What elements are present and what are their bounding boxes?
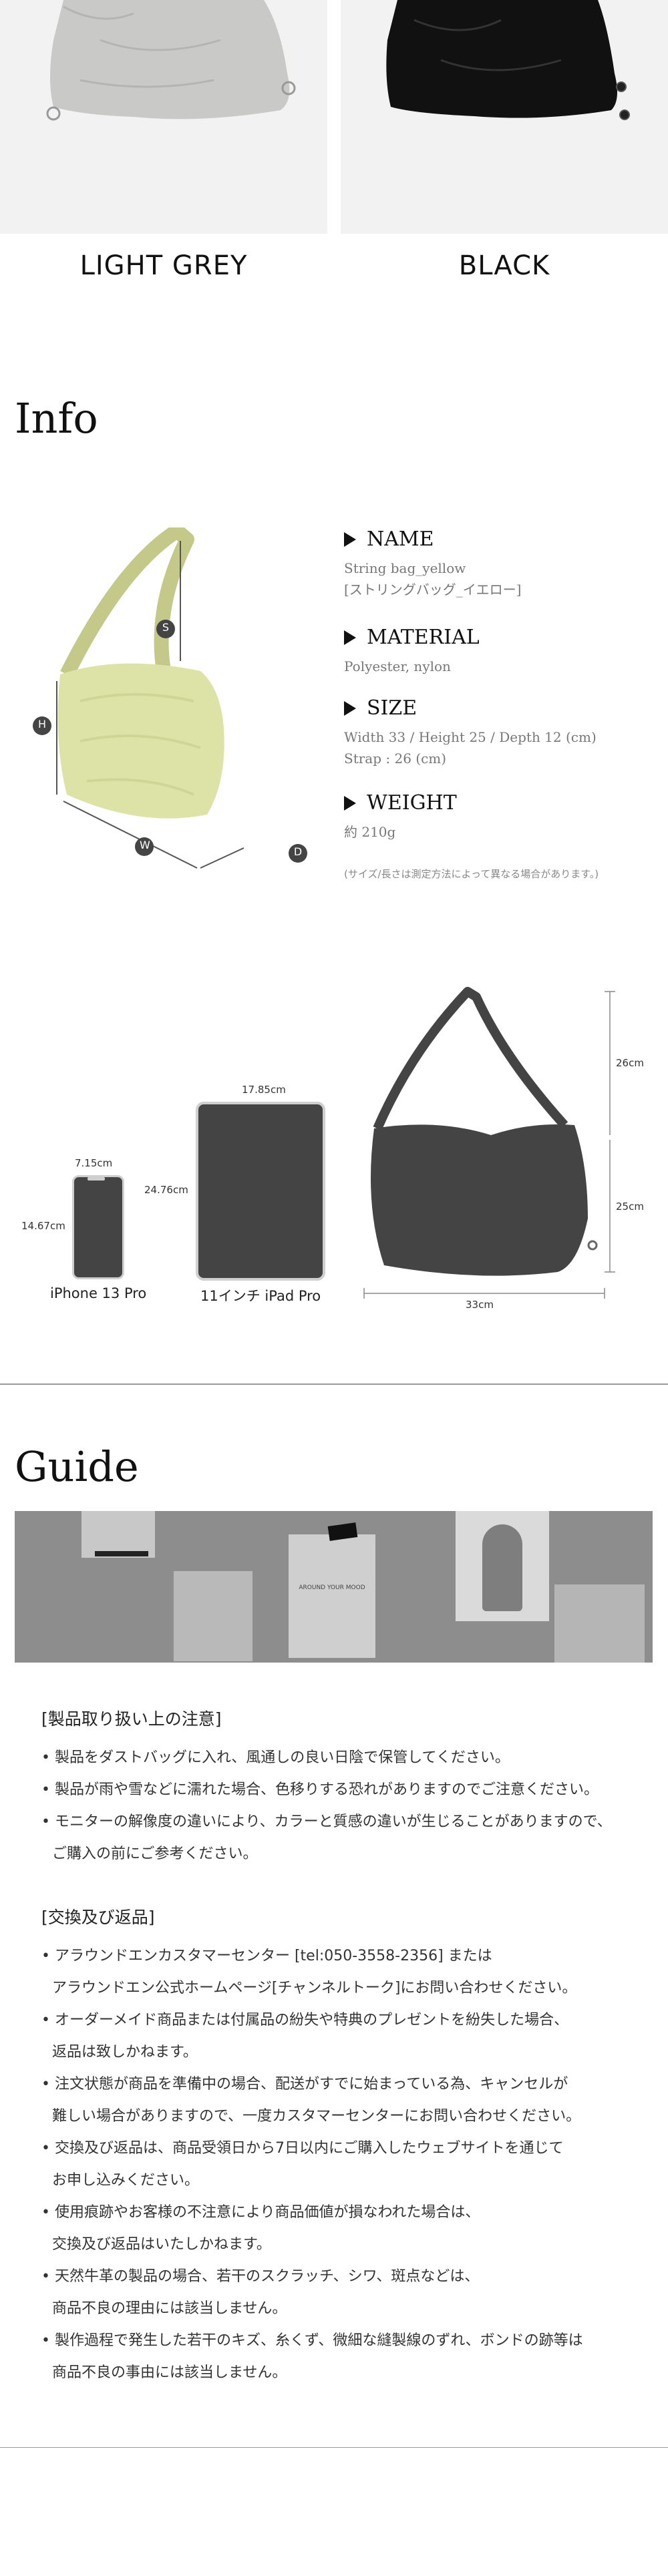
iphone-label: iPhone 13 Pro (50, 1285, 147, 1301)
spec-name: NAME String bag_yellow [ストリングバッグ_イエロー] (344, 527, 658, 600)
marker-w (135, 837, 154, 856)
returns-line: • 注文状態が商品を準備中の場合、配送がすでに始まっている為、キャンセルが (41, 2076, 568, 2093)
black-bag-image (386, 0, 630, 120)
returns-section: [交換及び返品] • アラウンドエンカスタマーセンター [tel:050-355… (41, 1904, 643, 2389)
spec-size: SIZE Width 33 / Height 25 / Depth 12 (cm… (344, 696, 658, 769)
spec-weight-line-1: 約 210g (344, 824, 396, 840)
light-grey-bag-image (46, 0, 296, 121)
yellow-bag-diagram (33, 527, 307, 869)
ipad-label: 11インチ iPad Pro (200, 1288, 321, 1304)
color-label-black: BLACK (458, 250, 550, 281)
returns-line: アラウンドエン公式ホームページ[チャンネルトーク]にお問い合わせください。 (52, 1980, 577, 1996)
photo-card (174, 1571, 253, 1661)
handling-heading: [製品取り扱い上の注意] (41, 1709, 222, 1729)
color-label-light-grey: LIGHT GREY (79, 250, 248, 281)
spec-size-heading: SIZE (367, 696, 418, 720)
returns-line: • 使用痕跡やお客様の不注意により商品価値が損なわれた場合は、 (41, 2204, 480, 2221)
color-swatch-black[interactable] (341, 0, 668, 234)
measurement-note: (サイズ/長さは測定方法によって異なる場合があります。) (344, 868, 599, 880)
bag-silhouette (363, 987, 615, 1299)
iphone-silhouette (72, 1175, 124, 1279)
returns-line: 交換及び返品はいたしかねます。 (52, 2236, 271, 2253)
spec-material: MATERIAL Polyester, nylon (344, 626, 658, 677)
spec-name-line-2: [ストリングバッグ_イエロー] (344, 582, 522, 598)
returns-line: 難しい場合がありますので、一度カスタマーセンターにお問い合わせください。 (52, 2108, 581, 2125)
returns-line: • 天然牛革の製品の場合、若干のスクラッチ、シワ、斑点などは、 (41, 2268, 480, 2285)
marker-s (156, 620, 175, 638)
bag-width: 33cm (466, 1299, 494, 1311)
ipad-width: 17.85cm (242, 1084, 286, 1096)
triangle-icon (344, 531, 356, 547)
marker-w-label: W (140, 839, 150, 851)
spec-material-line-1: Polyester, nylon (344, 658, 451, 674)
triangle-icon (344, 630, 356, 645)
guide-moodboard-photo: AROUND YOUR MOOD (15, 1511, 653, 1663)
handling-section: [製品取り扱い上の注意] • 製品をダストバッグに入れ、風通しの良い日陰で保管し… (41, 1706, 643, 1870)
ipad-silhouette (196, 1102, 325, 1281)
marker-d (289, 844, 307, 863)
marker-h-label: H (37, 718, 47, 730)
section-divider (0, 1383, 668, 1385)
bag-strap-height: 26cm (616, 1057, 644, 1069)
handling-line: ご購入の前にご参考ください。 (52, 1846, 258, 1862)
ipad-height: 24.76cm (144, 1184, 188, 1196)
iphone-width: 7.15cm (75, 1157, 113, 1169)
returns-line: • オーダーメイド商品または付属品の紛失や特典のプレゼントを紛失した場合、 (41, 2012, 569, 2028)
poster-card (289, 1534, 375, 1658)
spec-name-line-1: String bag_yellow (344, 560, 466, 576)
iphone-notch (88, 1177, 105, 1180)
returns-line: お申し込みください。 (52, 2172, 200, 2189)
footer-divider (0, 2447, 668, 2448)
spec-weight-heading: WEIGHT (367, 791, 457, 815)
handling-line: • 製品が雨や雪などに濡れた場合、色移りする恐れがありますのでご注意ください。 (41, 1781, 599, 1798)
info-title: Info (15, 394, 98, 443)
returns-line: 返品は致しかねます。 (52, 2044, 198, 2061)
spec-name-heading: NAME (367, 527, 434, 551)
spec-size-line-2: Strap : 26 (cm) (344, 750, 447, 767)
triangle-icon (344, 795, 356, 811)
marker-h (33, 716, 51, 735)
marker-s-label: S (162, 621, 170, 634)
poster-text: AROUND YOUR MOOD (299, 1584, 365, 1591)
iphone-height: 14.67cm (21, 1220, 65, 1232)
returns-line: • 製作過程で発生した若干のキズ、糸くず、微細な縫製線のずれ、ボンドの跡等は (41, 2332, 583, 2349)
returns-line: 商品不良の理由には該当しません。 (52, 2300, 287, 2317)
handling-line: • 製品をダストバッグに入れ、風通しの良い日陰で保管してください。 (41, 1749, 510, 1766)
color-swatch-light-grey[interactable] (0, 0, 327, 234)
returns-line: • 交換及び返品は、商品受領日から7日以内にご購入したウェブサイトを通じて (41, 2140, 564, 2157)
guide-title: Guide (15, 1442, 139, 1491)
tape-strip (95, 1551, 148, 1556)
marker-d-label: D (293, 845, 303, 858)
triangle-icon (344, 700, 356, 716)
bag-body-height: 25cm (616, 1201, 644, 1213)
spec-size-line-1: Width 33 / Height 25 / Depth 12 (cm) (344, 729, 597, 745)
returns-line: 商品不良の事由には該当しません。 (52, 2364, 287, 2381)
handling-line: • モニターの解像度の違いにより、カラーと質感の違いが生じることがありますので、 (41, 1813, 612, 1830)
returns-line: • アラウンドエンカスタマーセンター [tel:050-3558-2356] ま… (41, 1948, 492, 1964)
person-figure (482, 1524, 522, 1611)
photo-card (81, 1511, 155, 1558)
spec-material-heading: MATERIAL (367, 626, 480, 649)
photo-card (554, 1584, 645, 1663)
spec-weight: WEIGHT 約 210g (344, 791, 658, 843)
returns-heading: [交換及び返品] (41, 1908, 155, 1927)
